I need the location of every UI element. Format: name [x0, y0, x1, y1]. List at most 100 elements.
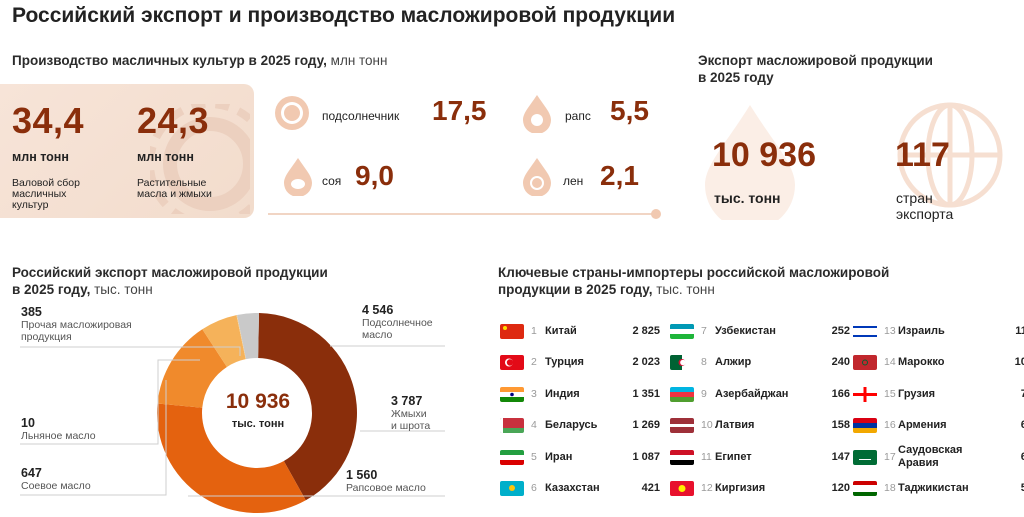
importer-value: 1 351	[632, 388, 660, 400]
importer-country-name: Латвия	[715, 419, 755, 431]
importer-rank: 14	[884, 356, 896, 368]
importer-value: 116	[1015, 325, 1024, 337]
crop-value-rapeseed: 5,5	[610, 95, 649, 126]
flag-uzbekistan-icon	[670, 324, 694, 339]
drop-decoration-icon	[705, 105, 795, 220]
countries-label-line: экспорта	[896, 206, 954, 222]
flag-india-icon	[500, 387, 524, 402]
importer-value: 64	[1020, 419, 1024, 431]
importer-value: 120	[831, 482, 850, 494]
importer-country-name: Армения	[898, 419, 947, 431]
donut-label-other: 385 Прочая масложировая продукция	[21, 305, 132, 343]
importer-row: 4 Беларусь 1 269	[500, 415, 660, 437]
flag-kyrgyzstan-icon	[670, 481, 694, 496]
gross-harvest-label: Валовой сбор масличных культур	[12, 178, 80, 211]
flag-georgia-icon	[853, 387, 877, 402]
importer-country-name: Индия	[545, 388, 580, 400]
importer-rank: 6	[531, 482, 537, 494]
donut-label-text: и шрота	[391, 420, 431, 432]
crop-name-soy: соя	[322, 174, 342, 188]
importer-value: 1 087	[632, 451, 660, 463]
slice-rapeseed-oil	[157, 329, 227, 408]
gross-label-line: масличных	[12, 188, 67, 200]
gross-harvest-unit: млн тонн	[12, 150, 69, 164]
donut-label-text: масло	[362, 329, 393, 341]
importer-row: 3 Индия 1 351	[500, 384, 660, 406]
donut-label-text: Прочая масложировая	[21, 319, 132, 331]
importer-row: 6 Казахстан 421	[500, 478, 660, 500]
donut-label-text: Рапсовое масло	[346, 482, 426, 494]
flag-saudi-icon	[853, 450, 877, 465]
importer-value: 421	[641, 482, 660, 494]
page-title: Российский экспорт и производство маслож…	[12, 4, 676, 27]
importer-country-name: Казахстан	[545, 482, 600, 494]
importer-value: 77	[1020, 388, 1024, 400]
oils-value: 24,3	[137, 100, 210, 141]
oils-label-line: Растительные	[137, 177, 207, 189]
flag-kazakhstan-icon	[500, 481, 524, 496]
importer-rank: 7	[701, 325, 707, 337]
importer-country-name: Китай	[545, 325, 577, 337]
crop-name-rapeseed: рапс	[565, 109, 591, 123]
importer-rank: 3	[531, 388, 537, 400]
importer-value: 252	[831, 325, 850, 337]
slice-sunflower-oil	[258, 313, 358, 501]
divider-dot	[651, 209, 661, 219]
oils-label-line: масла и жмыхи	[137, 188, 212, 200]
production-title-text: Производство масличных культур в 2025 го…	[12, 53, 327, 68]
importer-value: 2 825	[632, 325, 660, 337]
donut-unit: тыс. тонн	[94, 282, 153, 297]
donut-label-value: 3 787	[391, 394, 423, 408]
sunflower-icon	[275, 96, 309, 130]
gear-decoration-icon	[150, 104, 250, 214]
crop-name-sunflower: подсолнечник	[322, 109, 400, 123]
export-title: Экспорт масложировой продукции в 2025 го…	[698, 52, 933, 86]
donut-center-unit: тыс. тонн	[231, 418, 285, 430]
importer-rank: 8	[701, 356, 707, 368]
soy-drop-icon	[284, 158, 312, 196]
slice-other	[237, 313, 259, 360]
importers-unit: тыс. тонн	[656, 282, 715, 297]
donut-label-value: 4 546	[362, 303, 394, 317]
importer-country-name: Таджикистан	[898, 482, 969, 494]
importers-title: Ключевые страны-импортеры российской мас…	[498, 264, 889, 298]
importer-value: 58	[1020, 482, 1024, 494]
importer-country-name: Киргизия	[715, 482, 766, 494]
flag-tajikistan-icon	[853, 481, 877, 496]
donut-label-value: 1 560	[346, 468, 378, 482]
production-divider	[268, 213, 658, 215]
donut-label-soy: 647 Соевое масло	[21, 466, 91, 492]
donut-label-text: Жмыхи	[391, 408, 427, 420]
countries-label-line: стран	[896, 190, 933, 206]
donut-title-line: Российский экспорт масложировой продукци…	[12, 265, 328, 280]
slice-flax-oil	[236, 315, 247, 360]
gross-label-line: культур	[12, 199, 49, 211]
importer-value: 147	[831, 451, 850, 463]
importer-country-name: Саудовская Аравия	[898, 444, 963, 469]
importer-value: 1 269	[632, 419, 660, 431]
donut-label-meal: 3 787 Жмыхи и шрота	[391, 394, 430, 432]
oils-label: Растительные масла и жмыхи	[137, 178, 212, 200]
importer-rank: 17	[884, 451, 896, 463]
importer-value: 166	[831, 388, 850, 400]
importer-rank: 9	[701, 388, 707, 400]
donut-title: Российский экспорт масложировой продукци…	[12, 264, 328, 298]
importer-value: 240	[831, 356, 850, 368]
importer-rank: 18	[884, 482, 896, 494]
production-summary-panel	[0, 84, 254, 218]
donut-label-value: 10	[21, 416, 35, 430]
export-volume-unit: тыс. тонн	[714, 190, 781, 206]
donut-leader-lines	[20, 345, 445, 497]
donut-label-text: Подсолнечное	[362, 317, 433, 329]
importer-row: 8 Алжир 240	[670, 352, 850, 374]
importer-row: 11 Египет 147	[670, 447, 850, 469]
flag-armenia-icon	[853, 418, 877, 433]
importer-row: 9 Азербайджан 166	[670, 384, 850, 406]
importer-row: 5 Иран 1 087	[500, 447, 660, 469]
importer-value: 64	[1020, 451, 1024, 463]
importer-country-name: Узбекистан	[715, 325, 776, 337]
gross-label-line: Валовой сбор	[12, 177, 80, 189]
